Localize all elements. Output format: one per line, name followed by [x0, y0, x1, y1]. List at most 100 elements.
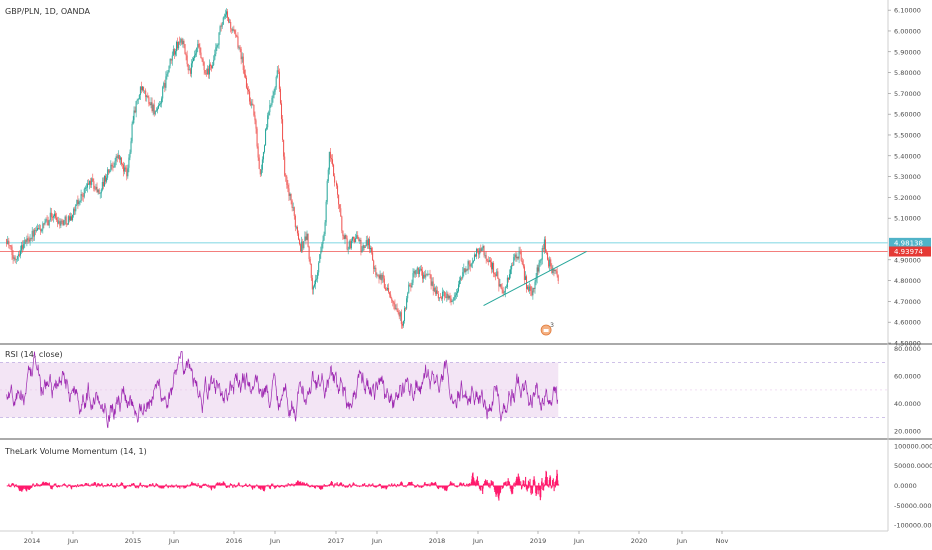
candle-body: [404, 308, 406, 321]
candle-body: [402, 320, 404, 326]
momentum-bar: [152, 484, 154, 486]
candle-body: [237, 36, 239, 48]
candle-body: [487, 260, 489, 262]
x-axis[interactable]: 2014 Jun 2015 Jun 2016 Jun 2017 Jun 2018 Jun 2019 J…: [24, 531, 729, 545]
x-tick-label: Jun: [371, 537, 382, 545]
candle-body: [414, 271, 416, 275]
candle-body: [213, 59, 215, 66]
candle-body: [59, 221, 61, 226]
momentum-bar: [189, 484, 191, 486]
candle-body: [334, 176, 336, 183]
momentum-bar: [48, 482, 50, 486]
x-tick-label: 2016: [226, 537, 243, 545]
momentum-bar: [553, 485, 555, 492]
candle-body: [32, 230, 34, 237]
momentum-bar: [15, 484, 17, 486]
momentum-bar: [275, 485, 277, 488]
candle-body: [411, 282, 413, 288]
candle-body: [441, 297, 443, 299]
candle-body: [171, 55, 173, 61]
candle-body: [251, 103, 253, 106]
momentum-bar: [149, 485, 151, 487]
momentum-bar: [552, 478, 554, 486]
candle-body: [207, 68, 209, 75]
price-pane[interactable]: GBP/PLN, 1D, OANDA 3: [0, 7, 888, 336]
price-y-tick: 4.50000: [894, 340, 921, 348]
momentum-bar: [342, 485, 344, 487]
momentum-bar: [140, 482, 142, 486]
candle-body: [113, 166, 115, 168]
candle-body: [217, 44, 219, 46]
momentum-bar: [146, 485, 149, 488]
momentum-bar: [535, 485, 538, 495]
momentum-bar: [207, 484, 209, 486]
candle-body: [354, 238, 356, 242]
candle-body: [464, 268, 466, 273]
candle-body: [219, 26, 221, 33]
candle-body: [347, 248, 349, 250]
candle-body: [298, 233, 300, 240]
momentum-bar: [101, 482, 103, 486]
momentum-bar: [372, 484, 374, 486]
candle-body: [519, 251, 521, 253]
candle-body: [181, 39, 183, 45]
event-marker[interactable]: 3: [540, 322, 554, 336]
candle-body: [490, 262, 492, 270]
momentum-pane-title: TheLark Volume Momentum (14, 1): [4, 447, 147, 456]
momentum-bar: [83, 485, 85, 487]
candle-body: [455, 293, 457, 296]
momentum-bar: [183, 485, 185, 489]
momentum-bar: [154, 485, 156, 487]
candle-body: [178, 41, 180, 49]
candle-body: [210, 64, 212, 66]
candle-body: [89, 180, 91, 185]
momentum-bar: [106, 483, 108, 486]
candle-body: [497, 271, 499, 279]
candle-body: [77, 199, 79, 205]
rsi-pane[interactable]: RSI (14, close): [0, 350, 888, 429]
candle-body: [484, 255, 486, 256]
y-axes[interactable]: 6.10000 6.00000 5.90000 5.80000 5.70000 5.600…: [0, 0, 932, 532]
momentum-bar: [429, 485, 431, 487]
trendline[interactable]: [483, 251, 587, 306]
momentum-bar: [275, 485, 277, 488]
momentum-bar: [61, 485, 63, 487]
candle-body: [418, 269, 420, 275]
candle-body: [223, 16, 225, 18]
momentum-bar: [311, 484, 313, 486]
momentum-pane[interactable]: TheLark Volume Momentum (14, 1): [4, 447, 560, 501]
momentum-bar: [375, 485, 377, 488]
candle-body: [34, 229, 36, 231]
candle-body: [99, 193, 101, 194]
candle-body: [462, 272, 464, 279]
momentum-bar: [170, 485, 172, 488]
momentum-bar: [546, 477, 548, 486]
momentum-bar: [238, 483, 240, 486]
candle-body: [109, 170, 111, 173]
momentum-bar: [115, 485, 117, 487]
candle-body: [215, 47, 217, 55]
momentum-bar: [91, 483, 93, 486]
x-tick-label: 2018: [429, 537, 446, 545]
candle-body: [466, 269, 468, 271]
candle-body: [176, 41, 178, 52]
momentum-bar: [179, 485, 181, 489]
candle-body: [451, 300, 453, 303]
momentum-bar: [465, 485, 467, 487]
momentum-bar: [543, 485, 545, 488]
momentum-bar: [189, 485, 191, 487]
momentum-bar: [122, 485, 124, 486]
candle-body: [82, 195, 84, 197]
momentum-bar: [361, 485, 363, 487]
candle-body: [139, 86, 141, 96]
candle-body: [398, 312, 400, 317]
candle-body: [289, 193, 291, 196]
momentum-bar: [49, 484, 51, 486]
momentum-bar: [88, 484, 90, 486]
momentum-bar: [237, 485, 239, 487]
momentum-y-tick: 50000.0000: [894, 462, 932, 470]
candle-body: [229, 21, 231, 23]
candle-body: [514, 254, 516, 258]
candle-body: [305, 236, 307, 240]
